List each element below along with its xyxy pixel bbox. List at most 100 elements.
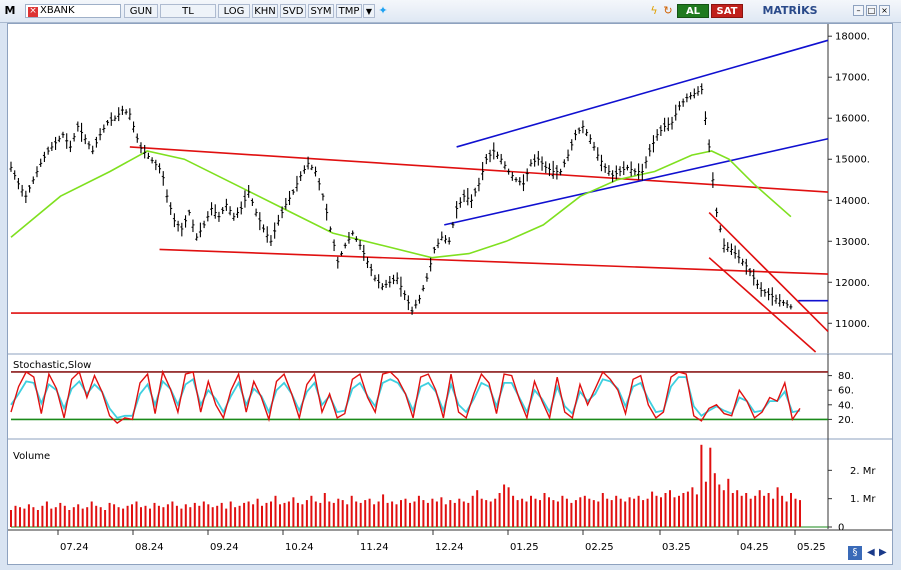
volume-bar [350, 495, 353, 527]
volume-bar [287, 501, 290, 527]
lightning-icon[interactable]: ϟ [650, 4, 658, 17]
volume-bar [149, 508, 151, 527]
volume-bar [229, 501, 232, 527]
volume-bar [265, 502, 268, 527]
sym-button[interactable]: SYM [308, 4, 334, 18]
twitter-icon[interactable]: ✦ [378, 4, 388, 17]
volume-bar [435, 501, 438, 527]
time-tick-label: 02.25 [585, 542, 614, 553]
tmp-button[interactable]: TMP [336, 4, 362, 18]
svd-button[interactable]: SVD [280, 4, 306, 18]
volume-bar [678, 495, 680, 527]
volume-bar [198, 505, 201, 528]
volume-bar [548, 497, 550, 528]
volume-bar [480, 498, 483, 527]
stoch-tick-label: 20. [838, 415, 854, 426]
volume-bar [113, 504, 116, 527]
volume-bar [579, 497, 582, 528]
volume-bar [530, 495, 532, 527]
volume-bar [704, 481, 707, 527]
volume-bar [77, 504, 80, 527]
volume-bar [323, 493, 326, 527]
dropdown-arrow-icon[interactable]: ▼ [363, 4, 375, 18]
khn-button[interactable]: KHN [252, 4, 278, 18]
volume-bar [458, 498, 461, 527]
time-tick-label: 01.25 [510, 542, 539, 553]
volume-bar [494, 498, 497, 527]
menu-m-icon[interactable]: M [4, 4, 16, 17]
volume-bar [135, 501, 138, 527]
maximize-icon[interactable]: □ [866, 5, 877, 16]
volume-bar [776, 487, 779, 527]
volume-bar [588, 498, 591, 527]
volume-bar [153, 502, 156, 527]
volume-bar [382, 494, 385, 527]
volume-bar [772, 498, 775, 527]
volume-bar [664, 493, 667, 527]
volume-bar [556, 501, 559, 527]
volume-bar [637, 495, 640, 527]
volume-bar [337, 498, 340, 527]
volume-bar [642, 500, 645, 527]
volume-bar [140, 507, 142, 527]
volume-bar [462, 501, 465, 527]
volume-bar [386, 502, 389, 527]
volume-bar [50, 508, 53, 527]
volume-bar [81, 508, 84, 527]
volume-bar [601, 493, 604, 527]
price-tick-label: 15000. [835, 155, 870, 166]
volume-bar [597, 501, 600, 527]
volume-bar [561, 495, 564, 527]
time-tick-label: 11.24 [360, 542, 389, 553]
stoch-tick-label: 60. [838, 386, 854, 397]
volume-bar [193, 502, 196, 527]
scroll-mode-icon[interactable]: § [848, 546, 862, 560]
refresh-icon[interactable]: ↻ [663, 4, 673, 17]
period-button[interactable]: GUN [124, 4, 158, 18]
volume-bar [328, 501, 331, 527]
volume-bar [655, 495, 658, 527]
volume-bar [23, 508, 26, 527]
volume-bar [355, 501, 358, 527]
volume-bar [485, 500, 488, 527]
volume-bar [305, 500, 308, 527]
volume-bar [216, 505, 219, 528]
price-tick-label: 11000. [835, 319, 870, 330]
scroll-left-icon[interactable]: ◀ [867, 547, 875, 558]
volume-bar [794, 498, 797, 527]
volume-bar [261, 505, 263, 528]
volume-bar [673, 497, 676, 528]
window-close-icon[interactable]: × [879, 5, 890, 16]
buy-button[interactable]: AL [677, 4, 709, 18]
volume-bar [346, 504, 349, 527]
symbol-input[interactable]: × XBANK [25, 4, 121, 18]
stochastic-panel: Stochastic,Slow 20. 40. 60. 80. [8, 354, 892, 440]
volume-bar [341, 500, 344, 527]
chart-svg[interactable]: 11000. 12000. 13000. 14000. 15000. 16000. 1700… [8, 24, 892, 564]
trend-line [129, 146, 829, 193]
chart-area[interactable]: 11000. 12000. 13000. 14000. 15000. 16000. 1700… [7, 23, 893, 565]
volume-bar [225, 508, 228, 527]
log-button[interactable]: LOG [218, 4, 250, 18]
minimize-icon[interactable]: – [853, 5, 864, 16]
volume-bar [413, 501, 416, 527]
stoch-tick-label: 40. [838, 400, 854, 411]
volume-bar [426, 502, 429, 527]
sell-button[interactable]: SAT [711, 4, 743, 18]
volume-bar [314, 501, 317, 527]
volume-bar [274, 495, 277, 527]
scroll-right-icon[interactable]: ▶ [879, 547, 887, 558]
volume-bar [565, 498, 568, 527]
volume-bar [157, 505, 160, 528]
volume-bar [395, 504, 398, 527]
close-icon[interactable]: × [28, 6, 38, 17]
stoch-k-line [10, 369, 801, 424]
volume-bar [166, 504, 169, 527]
time-tick-label: 05.25 [797, 542, 826, 553]
volume-bar [695, 494, 698, 527]
volume-bar [592, 500, 595, 527]
volume-bar [404, 498, 407, 527]
volume-bar [19, 507, 21, 527]
currency-button[interactable]: TL [160, 4, 216, 18]
volume-bar [498, 493, 501, 527]
